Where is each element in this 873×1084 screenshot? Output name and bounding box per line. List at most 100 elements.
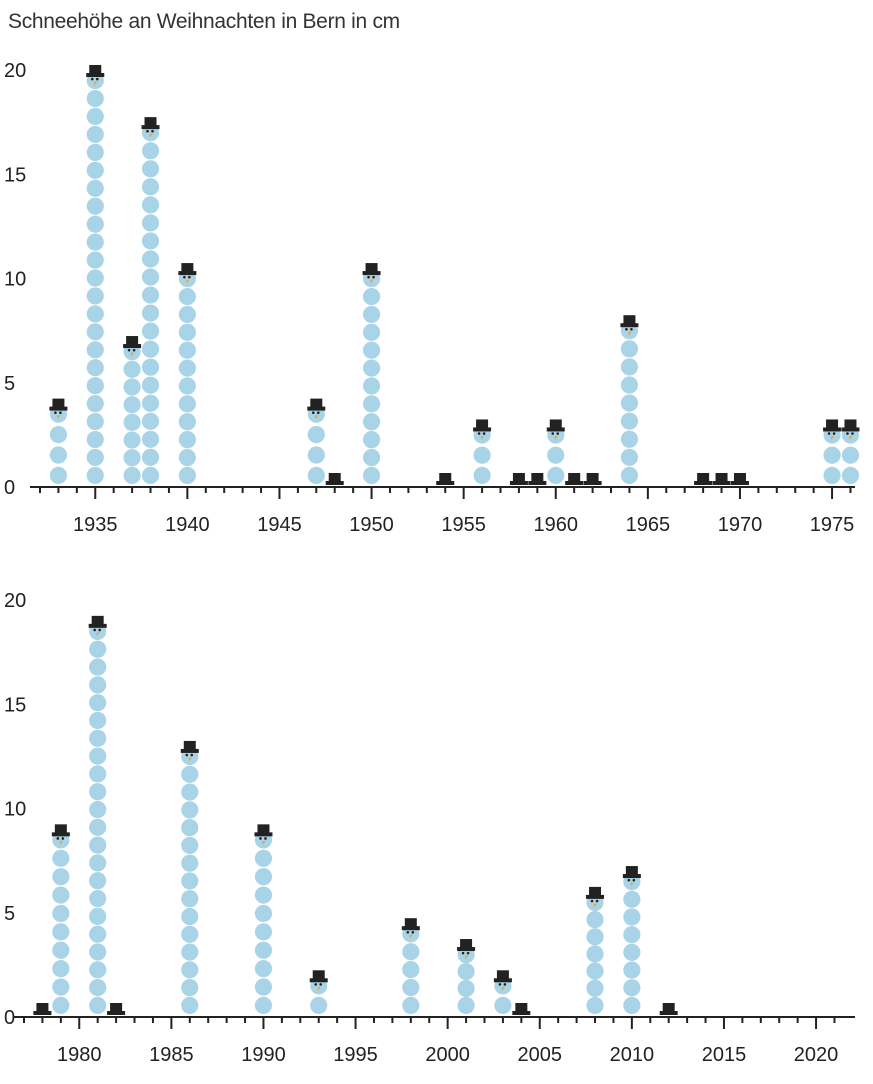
x-tick-label: 1985 [149, 1044, 194, 1066]
snowman-eye [264, 837, 267, 840]
hat-crown [312, 970, 325, 980]
snowball [178, 466, 196, 484]
snowball [89, 961, 107, 979]
snowman-1947 [307, 398, 326, 484]
snowball [402, 960, 420, 979]
snowball [586, 928, 604, 946]
snowman-eye [551, 432, 555, 435]
snowman-eye [127, 348, 131, 352]
x-tick-label: 1940 [165, 514, 210, 536]
snowball [254, 960, 273, 978]
snowman-eye [482, 432, 486, 435]
snowball [362, 395, 381, 413]
snowball [181, 801, 199, 819]
snowman-eye [851, 432, 854, 435]
hat-brim [512, 1011, 531, 1015]
snowman-nose [59, 840, 63, 845]
snowball [362, 431, 381, 449]
hat-crown [365, 263, 378, 273]
snowman-1976 [841, 419, 860, 484]
hat-crown [589, 886, 602, 896]
snowman-nose [317, 986, 321, 991]
snowball [89, 783, 107, 801]
snowball [52, 996, 70, 1015]
hat-brim [509, 481, 528, 485]
snowball [362, 448, 381, 467]
snowman-eye [372, 275, 375, 279]
snowball [89, 836, 107, 854]
snowball [86, 430, 104, 449]
snowball [141, 214, 160, 232]
snowman-1986 [180, 740, 199, 1015]
snowball [623, 961, 641, 979]
snowman-eye [466, 951, 470, 955]
snowman-nose [149, 133, 153, 138]
snowball [89, 747, 107, 765]
hat-crown [515, 1003, 528, 1012]
snowball [141, 142, 160, 160]
hat-brim [583, 481, 602, 485]
snowball [141, 358, 160, 376]
snowball [473, 446, 491, 464]
snowball [181, 819, 199, 837]
snowman-1979 [51, 824, 70, 1015]
snowball [310, 996, 328, 1015]
x-tick-label: 1960 [534, 514, 579, 536]
snowball [181, 783, 199, 801]
snowball [86, 197, 104, 215]
snowball [49, 446, 68, 464]
snowball [620, 430, 639, 448]
snowman-nose [831, 436, 835, 441]
snowball [141, 196, 160, 214]
snowman-1940 [178, 263, 197, 484]
snowball [89, 676, 107, 694]
snowball [86, 341, 104, 359]
hat-brim [401, 926, 420, 931]
snowman-1948 [325, 473, 344, 485]
snowman-1964 [620, 315, 639, 484]
snowball [620, 394, 639, 412]
hat-crown [404, 918, 417, 928]
snowman-1960 [546, 419, 565, 484]
hat-crown [460, 939, 473, 949]
y-tick-label: 0 [4, 477, 15, 499]
hat-crown [531, 473, 544, 482]
snowball [457, 962, 475, 981]
hat-brim [473, 427, 492, 432]
snowman-1981 [88, 615, 107, 1015]
snowball [178, 431, 196, 449]
hat-crown [310, 398, 323, 408]
snowman-eye [411, 930, 415, 934]
snowball [362, 377, 381, 395]
snowball [49, 466, 68, 484]
hat-crown [110, 1003, 123, 1012]
snowball [141, 448, 160, 466]
snowball [623, 908, 641, 926]
snowball [86, 323, 104, 341]
snowball [123, 396, 141, 414]
snowball [123, 431, 141, 449]
hat-crown [91, 615, 104, 625]
snowman-eye [56, 837, 60, 840]
snowman-eye [185, 753, 189, 757]
snowball [86, 412, 104, 431]
snowman-eye [183, 275, 186, 279]
snowball [141, 394, 160, 412]
snowball [473, 466, 491, 484]
snowman-1937 [123, 336, 142, 484]
snowball [623, 890, 641, 908]
snowman-eye [146, 129, 149, 133]
hat-brim [123, 344, 142, 349]
hat-brim [493, 978, 512, 983]
snowman-eye [319, 983, 323, 986]
snowman-1961 [565, 473, 584, 485]
snowball [181, 907, 199, 926]
snowball [52, 886, 70, 904]
hat-crown [476, 419, 489, 429]
snowman-eye [556, 432, 560, 435]
snowman-1959 [528, 473, 547, 485]
snowball [123, 360, 141, 378]
hat-crown [89, 65, 102, 74]
hat-crown [512, 473, 525, 482]
snowball [178, 359, 196, 377]
